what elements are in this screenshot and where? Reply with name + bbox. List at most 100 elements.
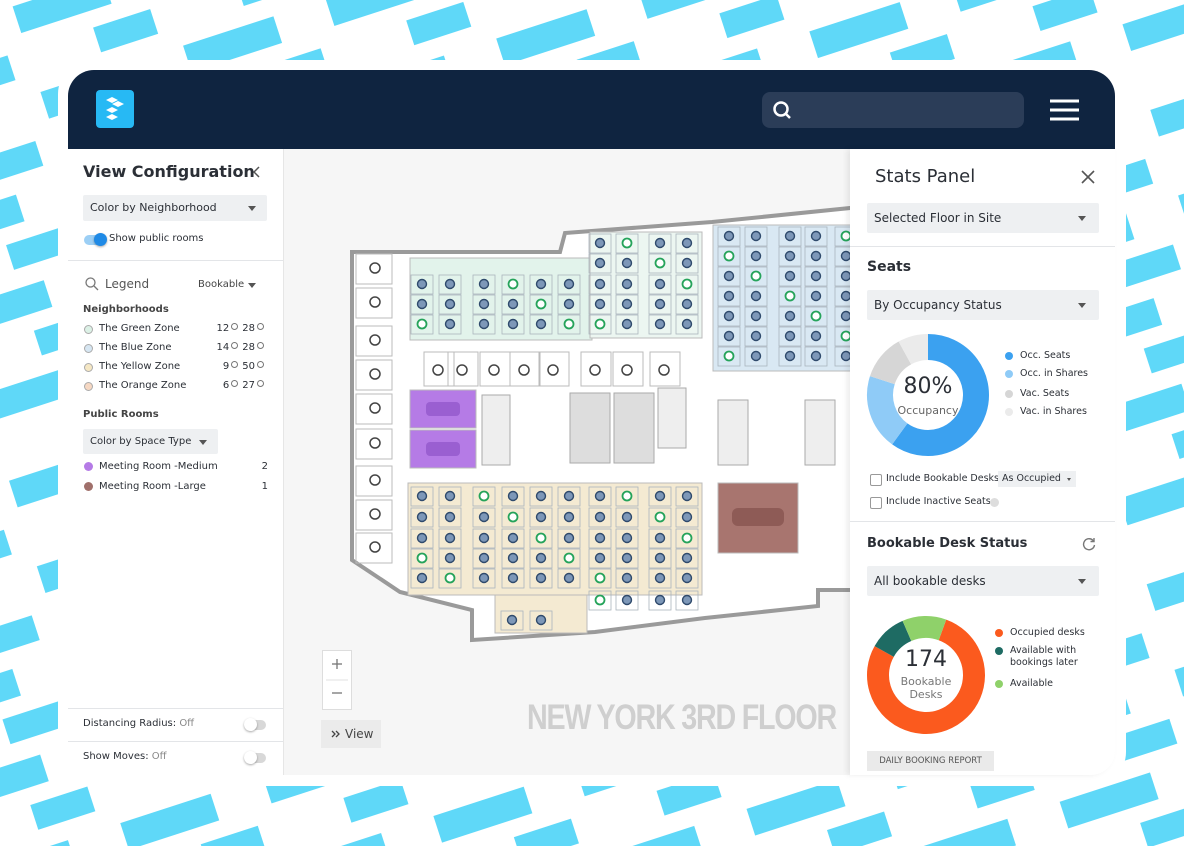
cubicle: [675, 486, 699, 507]
cubicle: [648, 253, 672, 274]
section-heading: Seats: [867, 259, 912, 275]
info-icon[interactable]: [990, 498, 999, 507]
desk: [810, 350, 822, 362]
grouping-dropdown[interactable]: By Occupancy Status: [867, 290, 1099, 320]
public-rooms-toggle[interactable]: [84, 233, 107, 246]
moves-setting: Show Moves: Off: [83, 751, 167, 762]
desk: [784, 290, 796, 302]
desk: [444, 318, 456, 330]
donut-segment: [898, 334, 929, 365]
desk: [535, 511, 547, 523]
cubicle: [744, 246, 768, 267]
cubicle: [778, 246, 802, 267]
cubicle: [472, 568, 496, 589]
desk: [810, 310, 822, 322]
space-type-dropdown[interactable]: Color by Space Type: [83, 429, 218, 454]
desk: [594, 278, 606, 290]
desk: [750, 230, 762, 242]
moves-toggle[interactable]: [244, 751, 266, 764]
desk: [478, 278, 490, 290]
office-icon: [432, 364, 444, 376]
close-button[interactable]: [1081, 170, 1095, 184]
checkbox[interactable]: [870, 497, 882, 509]
cubicle: [557, 294, 581, 315]
zoom-in[interactable]: [332, 659, 342, 669]
desk: [535, 532, 547, 544]
scope-dropdown[interactable]: Selected Floor in Site: [867, 203, 1099, 233]
occupancy-caption: Occupancy: [897, 404, 959, 417]
office: [355, 499, 393, 531]
cubicle: [438, 507, 462, 528]
legend-label: Legend: [105, 277, 150, 291]
cubicle: [648, 528, 672, 549]
distancing-toggle[interactable]: [244, 718, 266, 731]
caret: [1078, 303, 1086, 308]
office: [355, 287, 393, 319]
setting-label: Distancing Radius:: [83, 718, 177, 729]
cubicle: [615, 314, 639, 335]
desk: [723, 230, 735, 242]
cubicle: [557, 548, 581, 569]
desk: [478, 532, 490, 544]
cubicle: [717, 226, 741, 247]
room-name: Meeting Room -Medium: [99, 461, 218, 472]
desk: [621, 298, 633, 310]
bookable-donut: [867, 616, 985, 734]
mode-dropdown[interactable]: As Occupied: [998, 471, 1076, 487]
desk: [784, 350, 796, 362]
desk: [784, 270, 796, 282]
desk: [594, 318, 606, 330]
bookable-total: 174: [905, 647, 947, 672]
cubicle: [588, 568, 612, 589]
neighborhood-counts: 9 50: [213, 361, 268, 372]
cubicle: [717, 286, 741, 307]
legend-dot: [1005, 370, 1013, 378]
legend-filter[interactable]: Bookable: [198, 279, 245, 290]
cubicle: [588, 486, 612, 507]
cubicle: [744, 346, 768, 367]
refresh-button[interactable]: [1082, 537, 1096, 551]
view-button[interactable]: View: [321, 720, 381, 748]
divider: [850, 246, 1115, 247]
dropdown-text: All bookable desks: [874, 574, 986, 588]
cubicle: [615, 486, 639, 507]
menu-button[interactable]: [1050, 99, 1079, 121]
legend-swatch: [84, 363, 93, 372]
report-button[interactable]: DAILY BOOKING REPORT: [867, 751, 994, 771]
desk: [654, 572, 666, 584]
cubicle: [744, 286, 768, 307]
desk: [594, 532, 606, 544]
office-icon: [456, 364, 468, 376]
toggle-knob: [244, 751, 257, 764]
office: [355, 359, 393, 391]
cubicle: [588, 233, 612, 254]
office-icon: [369, 334, 381, 346]
cubicle: [648, 486, 672, 507]
desk: [681, 318, 693, 330]
setting-value: Off: [151, 751, 167, 762]
search-box[interactable]: [762, 92, 1024, 128]
desk: [594, 237, 606, 249]
desk: [654, 552, 666, 564]
office-icon: [369, 474, 381, 486]
desk: [681, 572, 693, 584]
cubicle: [675, 568, 699, 589]
bookable-dropdown[interactable]: All bookable desks: [867, 566, 1099, 596]
cubicle: [804, 346, 828, 367]
desk: [416, 318, 428, 330]
legend-label: Available: [1010, 678, 1054, 689]
legend-swatch: [84, 344, 93, 353]
collapse-button[interactable]: [252, 166, 262, 178]
cubicle: [557, 314, 581, 335]
desk: [535, 552, 547, 564]
cubicle: [501, 314, 525, 335]
cubicle: [717, 246, 741, 267]
color-by-dropdown[interactable]: Color by Neighborhood: [83, 195, 267, 221]
checkbox[interactable]: [870, 474, 882, 486]
cubicle: [410, 486, 434, 507]
dropdown-text: As Occupied: [1002, 473, 1061, 484]
desk: [594, 257, 606, 269]
office: [355, 428, 393, 460]
cubicle: [500, 610, 524, 631]
person-icon: [231, 342, 239, 349]
